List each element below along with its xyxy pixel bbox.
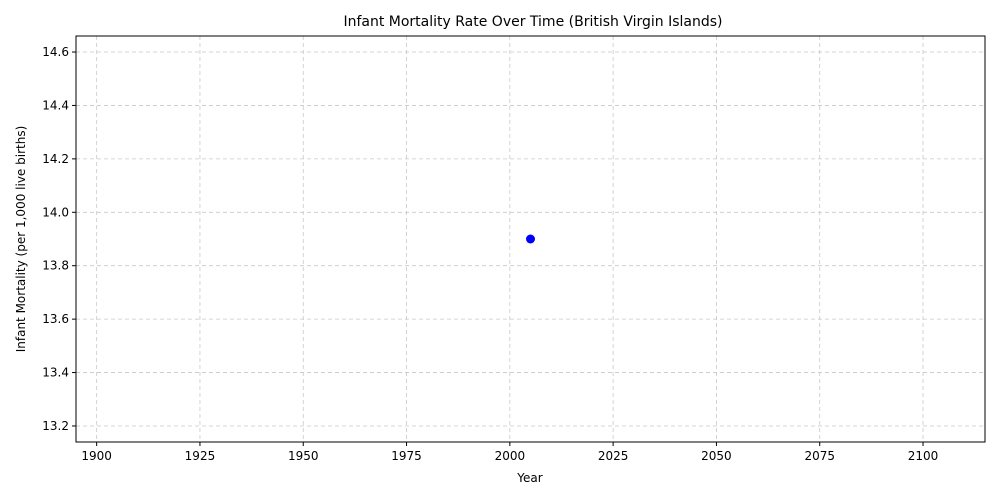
x-tick-label: 1975 xyxy=(391,449,422,463)
x-axis-label: Year xyxy=(516,471,542,485)
x-tick-label: 2050 xyxy=(701,449,732,463)
x-tick-label: 2100 xyxy=(908,449,939,463)
y-tick-label: 13.6 xyxy=(42,312,69,326)
y-axis-label: Infant Mortality (per 1,000 live births) xyxy=(14,126,28,353)
x-tick-label: 1925 xyxy=(185,449,216,463)
y-tick-label: 14.6 xyxy=(42,45,69,59)
y-tick-label: 13.8 xyxy=(42,259,69,273)
data-points xyxy=(526,234,535,244)
y-tick-label: 13.4 xyxy=(42,366,69,380)
y-tick-label: 14.2 xyxy=(42,152,69,166)
plot-frame xyxy=(75,35,986,443)
x-tick-label: 1950 xyxy=(288,449,319,463)
grid xyxy=(76,36,985,442)
x-axis-ticks: 1900 1925 1950 1975 2000 2025 2050 2075 2100 xyxy=(81,442,938,463)
x-tick-label: 1900 xyxy=(81,449,112,463)
x-tick-label: 2000 xyxy=(495,449,526,463)
y-tick-label: 14.0 xyxy=(42,205,69,219)
y-tick-label: 14.4 xyxy=(42,98,69,112)
y-tick-label: 13.2 xyxy=(42,419,69,433)
chart-title: Infant Mortality Rate Over Time (British… xyxy=(343,14,722,30)
x-tick-label: 2025 xyxy=(598,449,629,463)
x-tick-label: 2075 xyxy=(804,449,835,463)
y-axis-ticks: 13.2 13.4 13.6 13.8 14.0 14.2 14.4 14.6 xyxy=(42,45,76,433)
data-point xyxy=(526,234,535,244)
